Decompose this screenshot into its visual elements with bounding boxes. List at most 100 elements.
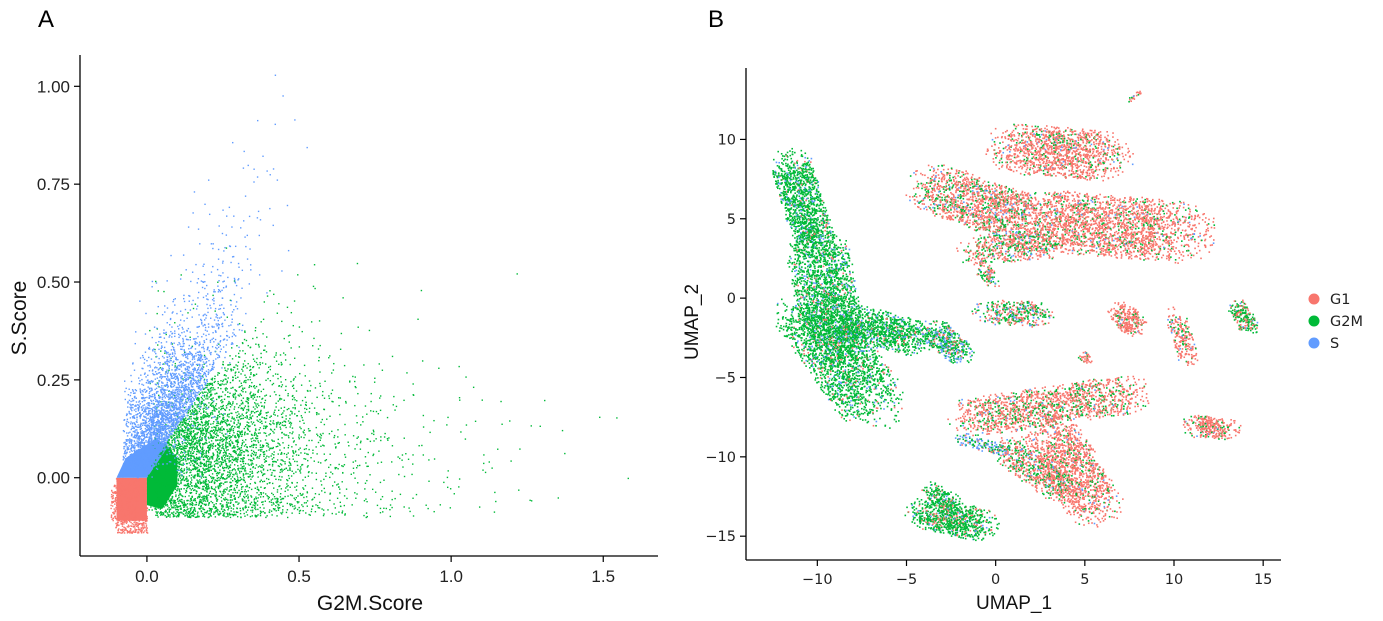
data-point-g2m (263, 407, 265, 409)
data-point-g2m (275, 505, 277, 507)
data-point-s (182, 405, 184, 408)
data-point-g2m (207, 392, 209, 394)
data-point-g1 (129, 512, 132, 514)
data-point-g2m (255, 410, 258, 413)
data-point-g2m (281, 431, 283, 434)
data-point-g2m (225, 405, 228, 407)
data-point-g2m (250, 455, 253, 457)
data-point-g2m (236, 345, 238, 347)
data-point-g2m (203, 508, 206, 511)
data-point-g1 (140, 498, 142, 500)
data-point-g2m (223, 492, 225, 495)
data-point-g1 (113, 508, 115, 510)
data-point-g2m (190, 461, 192, 463)
data-point-g2m (174, 491, 177, 494)
data-point-g2m (187, 441, 189, 443)
data-point-g2m (249, 365, 251, 368)
data-point-g1 (122, 517, 124, 519)
data-point-g2m (276, 502, 278, 504)
data-point-g2m (244, 515, 246, 517)
data-point-g1 (146, 529, 148, 532)
data-point-g1 (126, 530, 129, 532)
data-point-g2m (279, 485, 281, 487)
data-point-g2m (257, 514, 259, 516)
data-point-g2m (252, 366, 255, 368)
data-point-g1 (135, 492, 138, 494)
data-point-g2m (211, 456, 214, 459)
data-point-g2m (210, 461, 212, 463)
data-point-g2m (205, 497, 208, 499)
data-point-g2m (178, 483, 180, 485)
data-point-g2m (262, 469, 265, 471)
data-point-g2m (189, 336, 191, 339)
data-point-g1 (134, 495, 136, 497)
data-point-g2m (238, 413, 240, 415)
data-point-s (142, 465, 145, 468)
data-point-s (164, 441, 166, 444)
data-point-g2m (277, 509, 280, 511)
data-point-g2m (159, 367, 162, 369)
data-point-g2m (301, 464, 303, 466)
data-point-g1 (135, 519, 137, 521)
data-point-g2m (236, 414, 238, 417)
data-point-g2m (412, 515, 415, 517)
data-point-g2m (195, 490, 198, 492)
data-point-g2m (218, 372, 221, 374)
data-point-g1 (124, 515, 127, 517)
data-point-g1 (120, 523, 122, 525)
data-point-g2m (372, 453, 375, 455)
data-point-g2m (287, 474, 290, 477)
data-point-g2m (218, 442, 221, 444)
data-point-g2m (354, 460, 357, 462)
data-point-g2m (223, 416, 225, 419)
data-point-g2m (218, 407, 220, 409)
data-point-g2m (257, 432, 260, 434)
data-point-g2m (267, 442, 269, 445)
data-point-s (234, 282, 237, 284)
data-point-g2m (237, 419, 239, 421)
data-point-g2m (201, 453, 203, 456)
data-point-g2m (279, 449, 281, 451)
data-point-g2m (280, 469, 282, 471)
data-point-g2m (202, 456, 205, 458)
data-point-g2m (211, 437, 214, 439)
data-point-s (190, 346, 193, 349)
data-point-g1 (119, 529, 122, 531)
data-point-g2m (240, 458, 243, 460)
data-point-g2m (352, 435, 355, 437)
data-point-g2m (370, 400, 372, 403)
data-point-g2m (246, 397, 248, 399)
data-point-g2m (218, 461, 220, 463)
data-point-g2m (228, 512, 231, 514)
data-point-g2m (203, 464, 205, 467)
data-point-g2m (163, 485, 166, 487)
data-point-g2m (322, 432, 324, 435)
data-point-g2m (261, 398, 263, 400)
data-point-g2m (186, 466, 188, 469)
data-point-g2m (337, 468, 339, 470)
data-point-g2m (328, 397, 331, 400)
data-point-g2m (176, 458, 178, 460)
data-point-g2m (403, 437, 405, 439)
data-point-g2m (180, 469, 182, 471)
data-point-g2m (240, 488, 243, 490)
data-point-g2m (266, 414, 268, 417)
data-point-s (151, 286, 153, 288)
data-point-g1 (126, 492, 129, 495)
data-point-g2m (183, 487, 185, 490)
data-point-g2m (217, 463, 219, 465)
data-point-g2m (232, 402, 234, 405)
data-point-g2m (216, 422, 218, 425)
data-point-g1 (142, 526, 144, 528)
data-point-g2m (212, 404, 214, 407)
data-point-g2m (164, 467, 166, 469)
data-point-g2m (301, 330, 303, 333)
data-point-g2m (224, 367, 226, 369)
data-point-g2m (208, 416, 210, 418)
data-point-s (169, 384, 172, 387)
data-point-g2m (231, 426, 233, 428)
data-point-g2m (188, 435, 191, 437)
data-point-g2m (205, 511, 207, 514)
data-point-g2m (220, 496, 222, 499)
data-point-g2m (202, 444, 204, 446)
